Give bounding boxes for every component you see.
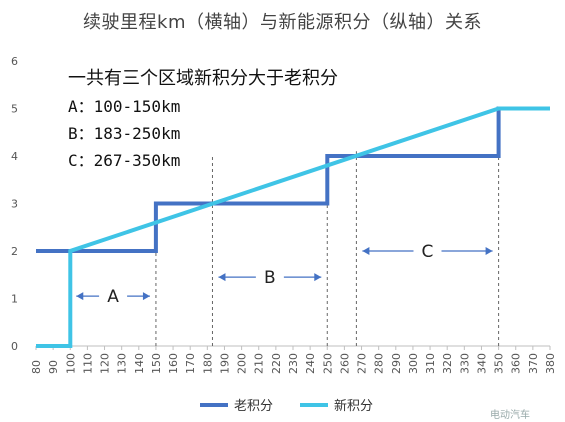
arrowhead-left [76, 292, 84, 301]
x-tick-label: 320 [441, 353, 454, 374]
series-new-credits-line [36, 106, 550, 348]
region-label: A [107, 287, 119, 307]
annotation-heading: 一共有三个区域新积分大于老积分 [68, 68, 338, 89]
legend-label-new-credits: 新积分 [334, 398, 373, 414]
y-tick-label: 0 [11, 340, 18, 353]
x-tick-label: 100 [64, 353, 77, 374]
x-tick-label: 170 [184, 353, 197, 374]
arrowhead-right [314, 273, 322, 282]
arrowhead-right [142, 292, 150, 301]
legend-label-old-credits: 老积分 [234, 399, 273, 414]
annotation-region-a: A：100-150km [68, 97, 181, 116]
x-tick-label: 130 [116, 353, 129, 374]
x-tick-label: 220 [270, 353, 283, 374]
x-tick-label: 340 [475, 353, 488, 374]
x-tick-label: 260 [338, 353, 351, 374]
y-tick-label: 2 [11, 245, 18, 258]
x-tick-label: 160 [167, 353, 180, 374]
y-tick-label: 3 [11, 198, 18, 211]
series-old-credits-line [36, 106, 550, 253]
arrowhead-left [362, 247, 370, 255]
y-tick-label: 5 [11, 103, 18, 116]
x-tick-label: 240 [304, 353, 317, 374]
x-tick-label: 90 [47, 360, 60, 374]
x-tick-label: 310 [424, 353, 437, 374]
x-tick-label: 370 [527, 353, 540, 374]
x-tick-label: 350 [493, 353, 506, 374]
y-tick-label: 6 [11, 55, 18, 68]
x-tick-label: 230 [287, 353, 300, 374]
x-tick-label: 290 [390, 353, 403, 374]
x-tick-label: 200 [236, 353, 249, 374]
x-tick-label: 140 [133, 353, 146, 374]
x-tick-label: 280 [373, 353, 386, 374]
region-label: C [422, 242, 434, 262]
chart-title: 续驶里程km（横轴）与新能源积分（纵轴）关系 [83, 12, 482, 33]
annotation-region-b: B：183-250km [68, 124, 181, 143]
x-tick-label: 330 [458, 353, 471, 374]
x-tick-label: 270 [356, 353, 369, 374]
x-tick-label: 110 [81, 353, 94, 374]
x-tick-label: 250 [321, 353, 334, 374]
x-tick-label: 360 [510, 353, 523, 374]
annotation-region-c: C：267-350km [68, 151, 181, 170]
arrowhead-right [485, 247, 493, 255]
region-label: B [264, 268, 276, 288]
arrowhead-left [218, 273, 226, 282]
watermark-text: 电动汽车 [490, 408, 530, 421]
x-tick-label: 150 [150, 353, 163, 374]
y-tick-label: 1 [11, 293, 18, 306]
x-tick-label: 80 [30, 360, 43, 374]
y-tick-label: 4 [11, 150, 18, 163]
x-tick-label: 180 [201, 353, 214, 374]
x-tick-label: 190 [218, 353, 231, 374]
x-tick-label: 210 [253, 353, 266, 374]
x-tick-label: 300 [407, 353, 420, 374]
x-tick-label: 380 [544, 353, 557, 374]
x-tick-label: 120 [99, 353, 112, 374]
